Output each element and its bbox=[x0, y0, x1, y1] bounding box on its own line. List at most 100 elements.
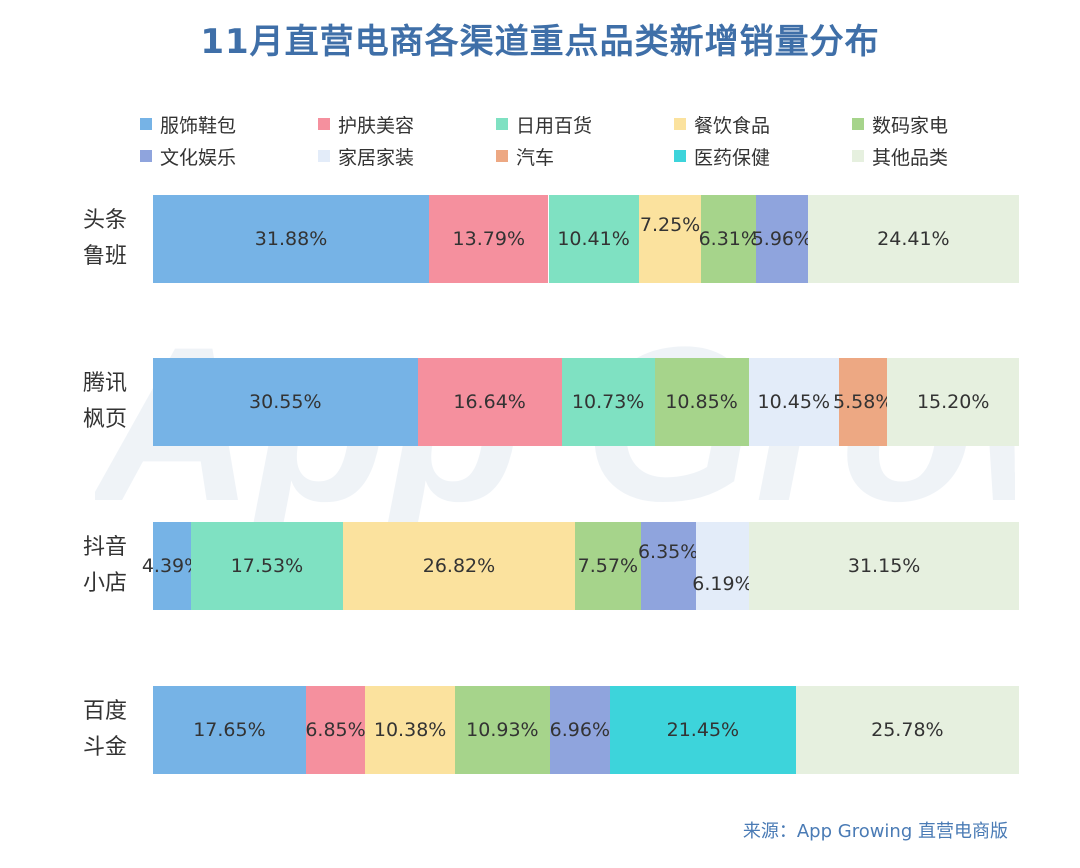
data-label: 26.82% bbox=[422, 555, 496, 577]
data-label: 10.73% bbox=[571, 391, 645, 413]
category-label: 抖音 小店 bbox=[60, 530, 150, 602]
bar-segment bbox=[795, 686, 1019, 774]
legend-item: 服饰鞋包 bbox=[140, 111, 318, 138]
legend-item: 护肤美容 bbox=[318, 111, 496, 138]
bar-segment bbox=[417, 358, 562, 446]
data-label: 4.39% bbox=[141, 555, 203, 577]
bar-segment bbox=[153, 195, 430, 283]
bar-segment bbox=[748, 358, 840, 446]
legend-swatch bbox=[140, 118, 152, 130]
data-label: 21.45% bbox=[666, 719, 740, 741]
legend-item: 日用百货 bbox=[496, 111, 674, 138]
data-label: 17.53% bbox=[230, 555, 304, 577]
bar-segment bbox=[575, 522, 641, 610]
category-label-line: 抖音 bbox=[82, 535, 127, 560]
legend-item: 其他品类 bbox=[852, 143, 1030, 170]
bar-segment bbox=[609, 686, 796, 774]
category-label-line: 百度 bbox=[82, 699, 127, 724]
data-label: 31.15% bbox=[847, 555, 921, 577]
data-label: 16.64% bbox=[453, 391, 526, 413]
data-label: 10.38% bbox=[373, 719, 447, 741]
legend-swatch bbox=[852, 150, 864, 162]
data-label: 10.41% bbox=[557, 228, 630, 250]
source-note: 来源：App Growing 直营电商版 bbox=[742, 821, 1008, 842]
legend-label: 护肤美容 bbox=[338, 114, 415, 137]
legend-item: 汽车 bbox=[496, 143, 674, 170]
bar-segment bbox=[153, 686, 306, 774]
data-label: 13.79% bbox=[452, 228, 526, 250]
legend-label: 文化娱乐 bbox=[160, 146, 237, 169]
category-label-line: 小店 bbox=[82, 571, 127, 596]
bar-segment bbox=[548, 195, 639, 283]
data-label: 10.93% bbox=[466, 719, 539, 741]
bar-segment bbox=[756, 195, 808, 283]
legend-swatch bbox=[496, 150, 508, 162]
bar-segment bbox=[561, 358, 655, 446]
data-label: 30.55% bbox=[249, 391, 322, 413]
legend-swatch bbox=[674, 150, 686, 162]
data-label: 6.85% bbox=[305, 719, 366, 741]
bar-segment bbox=[701, 195, 757, 283]
legend: 服饰鞋包 护肤美容 日用百货 餐饮食品 数码家电文化娱乐 家居家装 汽车 医药保健 其他品类 bbox=[140, 108, 1040, 172]
data-label: 31.88% bbox=[254, 228, 328, 250]
bar-row: 4.39% 17.53% 26.82% 7.57% 6.35% 6.19% 31.15% bbox=[142, 522, 1019, 610]
bar-row: 30.55% 16.64% 10.73% 10.85% 10.45% 5.58% 15.20… bbox=[153, 358, 1019, 446]
bar-segment bbox=[638, 195, 702, 283]
category-label: 百度 斗金 bbox=[60, 694, 150, 766]
data-label: 6.96% bbox=[549, 719, 611, 741]
legend-label: 其他品类 bbox=[872, 146, 949, 169]
data-label: 10.45% bbox=[757, 391, 831, 413]
bar-segment bbox=[695, 522, 750, 610]
legend-item: 文化娱乐 bbox=[140, 143, 318, 170]
legend-label: 餐饮食品 bbox=[694, 114, 771, 137]
bar-segment bbox=[305, 686, 366, 774]
category-label-line: 头条 bbox=[82, 208, 127, 233]
legend-swatch bbox=[140, 150, 152, 162]
bar-segment bbox=[640, 522, 696, 610]
bar-segment bbox=[342, 522, 576, 610]
bar-segment bbox=[887, 358, 1019, 446]
category-label: 头条 鲁班 bbox=[60, 203, 150, 275]
legend-item: 医药保健 bbox=[674, 143, 852, 170]
bar-segment bbox=[429, 195, 549, 283]
data-label: 7.57% bbox=[577, 555, 639, 577]
category-label: 腾讯 枫页 bbox=[60, 366, 150, 438]
legend-row: 文化娱乐 家居家装 汽车 医药保健 其他品类 bbox=[140, 140, 1040, 172]
category-label-line: 鲁班 bbox=[82, 244, 127, 269]
legend-label: 服饰鞋包 bbox=[160, 114, 237, 137]
legend-row: 服饰鞋包 护肤美容 日用百货 餐饮食品 数码家电 bbox=[140, 108, 1040, 140]
category-label-line: 枫页 bbox=[82, 407, 127, 432]
bar-segment bbox=[365, 686, 456, 774]
data-label: 5.96% bbox=[751, 228, 813, 250]
data-label: 17.65% bbox=[193, 719, 266, 741]
chart-title: 11月直营电商各渠道重点品类新增销量分布 bbox=[200, 22, 880, 62]
bar-segment bbox=[807, 195, 1020, 283]
data-label: 15.20% bbox=[916, 391, 990, 413]
data-label: 7.25% bbox=[639, 214, 701, 236]
legend-swatch bbox=[674, 118, 686, 130]
data-label: 10.85% bbox=[665, 391, 738, 413]
bar-row: 17.65% 6.85% 10.38% 10.93% 6.96% 21.45% 25.78% bbox=[153, 686, 1019, 774]
bar-segment bbox=[153, 522, 192, 610]
bar-segment bbox=[654, 358, 749, 446]
legend-swatch bbox=[318, 150, 330, 162]
data-label: 24.41% bbox=[877, 228, 950, 250]
data-label: 5.58% bbox=[833, 391, 894, 413]
legend-label: 日用百货 bbox=[516, 114, 593, 137]
legend-label: 数码家电 bbox=[872, 114, 949, 137]
bar-segment bbox=[839, 358, 888, 446]
category-label-line: 腾讯 bbox=[82, 371, 127, 396]
legend-item: 家居家装 bbox=[318, 143, 496, 170]
legend-swatch bbox=[496, 118, 508, 130]
bar-segment bbox=[455, 686, 550, 774]
data-label: 6.31% bbox=[698, 228, 759, 250]
bar-segment bbox=[153, 358, 418, 446]
data-label: 6.19% bbox=[692, 573, 753, 595]
legend-item: 数码家电 bbox=[852, 111, 1030, 138]
bar-segment bbox=[191, 522, 343, 610]
bar-segment bbox=[549, 686, 610, 774]
legend-swatch bbox=[852, 118, 864, 130]
data-label: 25.78% bbox=[871, 719, 944, 741]
bar-segment bbox=[749, 522, 1019, 610]
legend-label: 医药保健 bbox=[694, 146, 771, 169]
